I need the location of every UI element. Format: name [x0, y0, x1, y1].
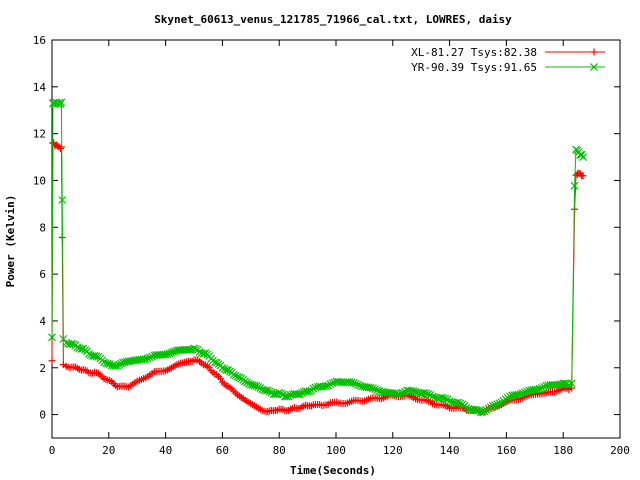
x-axis: 0 20 40 60 80 100 120 140 160 180 200: [49, 40, 630, 457]
y-tick-label: 6: [39, 268, 46, 281]
data-point: [518, 389, 527, 398]
y-tick-label: 2: [39, 362, 46, 375]
data-point: [57, 144, 65, 152]
data-point: [143, 354, 152, 363]
data-point: [567, 379, 576, 388]
x-tick-label: 200: [610, 444, 630, 457]
data-point: [491, 401, 499, 409]
data-point: [579, 172, 587, 180]
data-point: [478, 407, 487, 416]
data-point: [441, 394, 450, 403]
x-tick-label: 180: [553, 444, 573, 457]
data-point: [533, 385, 542, 394]
data-point: [326, 380, 335, 388]
data-point: [322, 382, 330, 390]
x-tick-label: 140: [440, 444, 460, 457]
y-tick-label: 16: [33, 34, 46, 47]
legend-label: XL-81.27 Tsys:82.38: [411, 46, 537, 59]
data-point: [48, 357, 56, 365]
data-point: [464, 404, 473, 413]
data-point: [454, 398, 463, 407]
x-tick-label: 60: [216, 444, 229, 457]
data-point: [456, 399, 465, 408]
data-point: [493, 400, 502, 409]
data-point: [555, 380, 563, 389]
data-point: [48, 333, 56, 342]
data-point: [146, 353, 154, 362]
data-point: [462, 404, 471, 412]
y-tick-label: 4: [39, 315, 46, 328]
data-point: [141, 355, 150, 364]
data-point: [394, 390, 403, 399]
data-point: [424, 390, 433, 398]
data-point: [445, 397, 454, 406]
data-point: [347, 378, 356, 387]
x-tick-label: 80: [273, 444, 286, 457]
data-point: [92, 352, 101, 361]
legend: XL-81.27 Tsys:82.38 YR-90.39 Tsys:91.65: [411, 46, 605, 74]
y-tick-label: 14: [33, 81, 47, 94]
data-point: [57, 98, 66, 107]
data-point: [396, 389, 405, 398]
data-point: [398, 388, 407, 397]
x-tick-label: 0: [49, 444, 56, 457]
data-point: [366, 383, 375, 392]
data-point: [351, 379, 360, 388]
data-point: [535, 384, 544, 393]
data-point: [305, 387, 314, 396]
data-point: [579, 153, 588, 161]
x-tick-label: 40: [159, 444, 172, 457]
data-point: [84, 350, 93, 359]
data-point: [58, 196, 67, 204]
x-tick-label: 120: [383, 444, 403, 457]
y-tick-label: 10: [33, 174, 46, 187]
data-point: [263, 386, 272, 395]
series-2: [48, 98, 588, 417]
data-point: [537, 383, 546, 392]
data-point: [309, 384, 318, 393]
y-tick-label: 8: [39, 221, 46, 234]
data-point: [275, 388, 284, 397]
data-point: [473, 406, 481, 415]
x-tick-label: 100: [326, 444, 346, 457]
legend-marker: [590, 63, 598, 71]
data-point: [210, 358, 219, 367]
data-point: [516, 390, 525, 398]
data-point: [514, 390, 523, 399]
x-axis-label: Time(Seconds): [290, 464, 376, 477]
series-line: [51, 142, 584, 413]
data-point: [570, 181, 579, 190]
y-tick-label: 0: [39, 409, 46, 422]
data-point: [328, 379, 337, 388]
data-point: [354, 380, 362, 389]
data-point: [495, 399, 504, 408]
data-point: [506, 392, 514, 401]
data-point: [368, 384, 377, 393]
data-point: [409, 387, 418, 395]
y-axis: 0 2 4 6 8 10 12 14 16: [33, 34, 620, 422]
data-point: [371, 385, 379, 394]
data-point: [349, 378, 358, 387]
data-point: [520, 388, 529, 397]
data-point: [422, 389, 431, 398]
data-point: [488, 401, 497, 410]
data-point: [420, 388, 428, 397]
x-tick-label: 160: [496, 444, 516, 457]
data-point: [311, 383, 320, 392]
data-point: [439, 394, 448, 402]
legend-marker: [590, 48, 598, 56]
data-point: [373, 386, 382, 395]
y-axis-label: Power (Kelvin): [4, 195, 17, 288]
y-tick-label: 12: [33, 128, 46, 141]
series-1: [48, 139, 587, 416]
series-layer: [48, 98, 588, 417]
x-tick-label: 20: [102, 444, 115, 457]
series-line: [51, 102, 584, 413]
data-point: [540, 383, 548, 391]
legend-label: YR-90.39 Tsys:91.65: [411, 61, 537, 74]
chart-title: Skynet_60613_venus_121785_71966_cal.txt,…: [154, 13, 512, 26]
